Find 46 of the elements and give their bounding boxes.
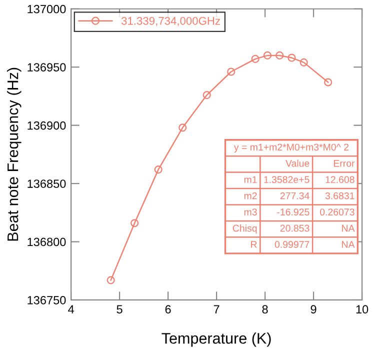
- point: [288, 54, 296, 62]
- annotation: m3: [244, 208, 257, 216]
- annotation: 3.6831: [325, 192, 354, 200]
- y-tick-label: 136950: [28, 63, 66, 72]
- annotation: -16.925: [277, 208, 310, 216]
- annotation: 1.3582e+5: [264, 176, 310, 184]
- annotation: 20.853: [280, 224, 310, 232]
- point: [324, 78, 332, 86]
- annotation: NA: [342, 224, 355, 232]
- annotation: 12.608: [326, 176, 354, 184]
- annotation: NA: [342, 241, 355, 248]
- annotation: Chisq: [232, 224, 257, 234]
- y-tick-label: 136900: [28, 121, 66, 130]
- point: [106, 276, 115, 284]
- x-tick-label: 5: [116, 305, 122, 314]
- point: [202, 91, 211, 100]
- annotation: m1: [244, 176, 257, 183]
- x-axis-title: Temperature (K): [162, 332, 271, 347]
- annotation: 0.26073: [320, 208, 354, 216]
- annotation: m2: [244, 192, 257, 200]
- y-axis-title: Beat note Frequency (Hz): [7, 68, 22, 241]
- point: [251, 54, 260, 63]
- annotation: R: [251, 241, 257, 248]
- y-tick-label: 136850: [28, 180, 66, 188]
- point: [263, 51, 272, 60]
- annotation: 0.99977: [274, 241, 310, 248]
- x-tick-label: 7: [214, 305, 220, 314]
- point: [154, 166, 162, 174]
- x-tick-label: 8: [262, 305, 268, 314]
- x-tick-label: 9: [310, 305, 316, 314]
- point: [300, 58, 308, 66]
- x-tick-label: 4: [68, 305, 74, 314]
- y-tick-label: 136800: [28, 238, 66, 246]
- point: [276, 51, 284, 60]
- annotation: Value: [286, 160, 310, 167]
- x-tick-label: 6: [165, 305, 171, 314]
- y-tick-label: 136750: [28, 296, 66, 304]
- legend-label: 31.339,734,000GHz: [121, 16, 220, 26]
- annotation: 277.34: [280, 192, 310, 200]
- y-tick-label: 137000: [28, 4, 66, 14]
- annotation: y = m1+m2*M0+m3*M0^ 2: [234, 144, 349, 153]
- point: [227, 68, 236, 76]
- x-tick-label: 10: [356, 305, 368, 314]
- annotation: Error: [334, 160, 355, 167]
- point: [130, 219, 139, 228]
- point: [178, 124, 187, 132]
